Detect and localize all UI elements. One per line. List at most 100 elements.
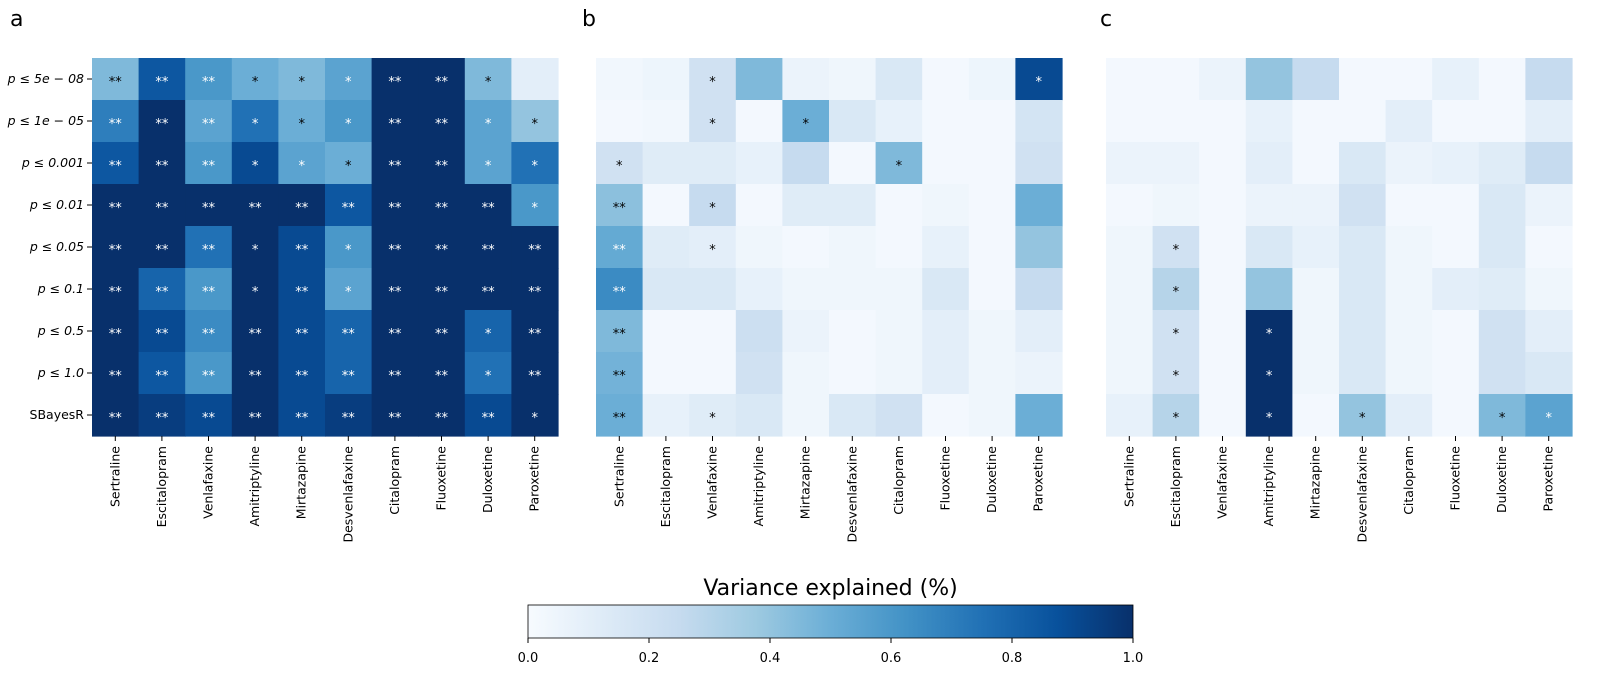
heatmap-cell <box>642 58 690 101</box>
heatmap-cell <box>1015 394 1063 437</box>
significance-marker: * <box>252 243 259 258</box>
significance-marker: ** <box>388 411 402 426</box>
x-tick-label: Paroxetine <box>1541 446 1556 512</box>
heatmap-cell <box>1245 184 1293 227</box>
significance-marker: ** <box>613 369 627 384</box>
significance-marker: ** <box>388 201 402 216</box>
heatmap-cell <box>185 184 233 227</box>
significance-marker: ** <box>435 369 449 384</box>
heatmap-cell <box>185 310 233 353</box>
heatmap-cell <box>689 100 737 143</box>
significance-marker: ** <box>295 369 309 384</box>
heatmap-cell <box>735 100 783 143</box>
heatmap-cell <box>511 268 559 311</box>
heatmap-cell <box>325 310 373 353</box>
panel-label-b: b <box>582 7 596 32</box>
x-tick-label: Citalopram <box>891 446 906 515</box>
heatmap-cell <box>922 226 970 269</box>
heatmap-cell <box>1432 184 1480 227</box>
x-tick-label: Duloxetine <box>480 446 495 513</box>
significance-marker: ** <box>482 243 496 258</box>
heatmap-cell <box>1385 58 1433 101</box>
heatmap-cell <box>138 142 186 185</box>
significance-marker: * <box>298 117 305 132</box>
x-tick-label: Escitalopram <box>154 446 169 527</box>
significance-marker: ** <box>295 243 309 258</box>
significance-marker: * <box>252 117 259 132</box>
heatmap-cell <box>1525 394 1573 437</box>
heatmap-cell <box>1339 184 1387 227</box>
heatmap-cell <box>278 142 326 185</box>
significance-marker: ** <box>202 201 216 216</box>
significance-marker: ** <box>202 369 216 384</box>
x-tick-label: Sertraline <box>1121 446 1136 507</box>
heatmap-cell <box>185 226 233 269</box>
significance-marker: * <box>298 159 305 174</box>
significance-marker: ** <box>388 243 402 258</box>
heatmap-cell <box>1478 310 1526 353</box>
heatmap-cell <box>278 394 326 437</box>
heatmap-cell <box>689 184 737 227</box>
heatmap-cell <box>138 352 186 395</box>
heatmap-cell <box>1106 394 1154 437</box>
heatmap-cell <box>138 184 186 227</box>
heatmap-cell <box>968 394 1016 437</box>
x-tick-label: Sertraline <box>107 446 122 507</box>
heatmap-cell <box>829 58 877 101</box>
x-tick-label: Duloxetine <box>1494 446 1509 513</box>
heatmap-cell <box>1245 142 1293 185</box>
heatmap-cell <box>689 142 737 185</box>
heatmap-cell <box>1292 226 1340 269</box>
heatmap-cell <box>1385 226 1433 269</box>
x-tick-label: Desvenlafaxine <box>844 446 859 543</box>
x-tick-label: Duloxetine <box>984 446 999 513</box>
heatmap-cell <box>968 268 1016 311</box>
heatmap-cell <box>511 394 559 437</box>
heatmap-cell <box>371 58 419 101</box>
heatmap-cell <box>371 142 419 185</box>
heatmap-cell <box>782 226 830 269</box>
x-tick-label: Citalopram <box>387 446 402 515</box>
significance-marker: ** <box>155 411 169 426</box>
heatmap-cell <box>185 100 233 143</box>
significance-marker: ** <box>435 75 449 90</box>
heatmap-cell <box>1106 142 1154 185</box>
heatmap-cell <box>464 352 512 395</box>
significance-marker: ** <box>435 411 449 426</box>
significance-marker: ** <box>155 159 169 174</box>
heatmap-cell <box>371 394 419 437</box>
heatmap-cell <box>829 310 877 353</box>
significance-marker: ** <box>613 411 627 426</box>
heatmap-cell <box>596 310 644 353</box>
heatmap-cell <box>875 226 923 269</box>
significance-marker: * <box>1173 327 1180 342</box>
heatmap-cell <box>875 142 923 185</box>
heatmap-cell <box>596 352 644 395</box>
colorbar-tick-label: 0.8 <box>1002 651 1023 666</box>
heatmap-cell <box>1292 184 1340 227</box>
significance-marker: * <box>709 411 716 426</box>
heatmap-cell <box>642 184 690 227</box>
heatmap-cell <box>1106 352 1154 395</box>
heatmap-cell <box>735 268 783 311</box>
heatmap-cell <box>278 268 326 311</box>
heatmap-cell <box>278 184 326 227</box>
heatmap-cell <box>735 352 783 395</box>
significance-marker: ** <box>295 285 309 300</box>
heatmap-cell <box>829 394 877 437</box>
significance-marker: ** <box>109 75 123 90</box>
heatmap-cell <box>185 58 233 101</box>
colorbar-tick-label: 0.2 <box>639 651 660 666</box>
heatmap-cell <box>92 142 140 185</box>
significance-marker: ** <box>435 117 449 132</box>
significance-marker: * <box>1173 243 1180 258</box>
heatmap-cell <box>1152 58 1200 101</box>
heatmap-cell <box>875 184 923 227</box>
heatmap-cell <box>1199 310 1247 353</box>
heatmap-cell <box>1432 310 1480 353</box>
x-tick-label: Mirtazapine <box>294 446 309 520</box>
heatmap-cell <box>1245 268 1293 311</box>
significance-marker: * <box>1173 285 1180 300</box>
heatmap-cell <box>596 100 644 143</box>
